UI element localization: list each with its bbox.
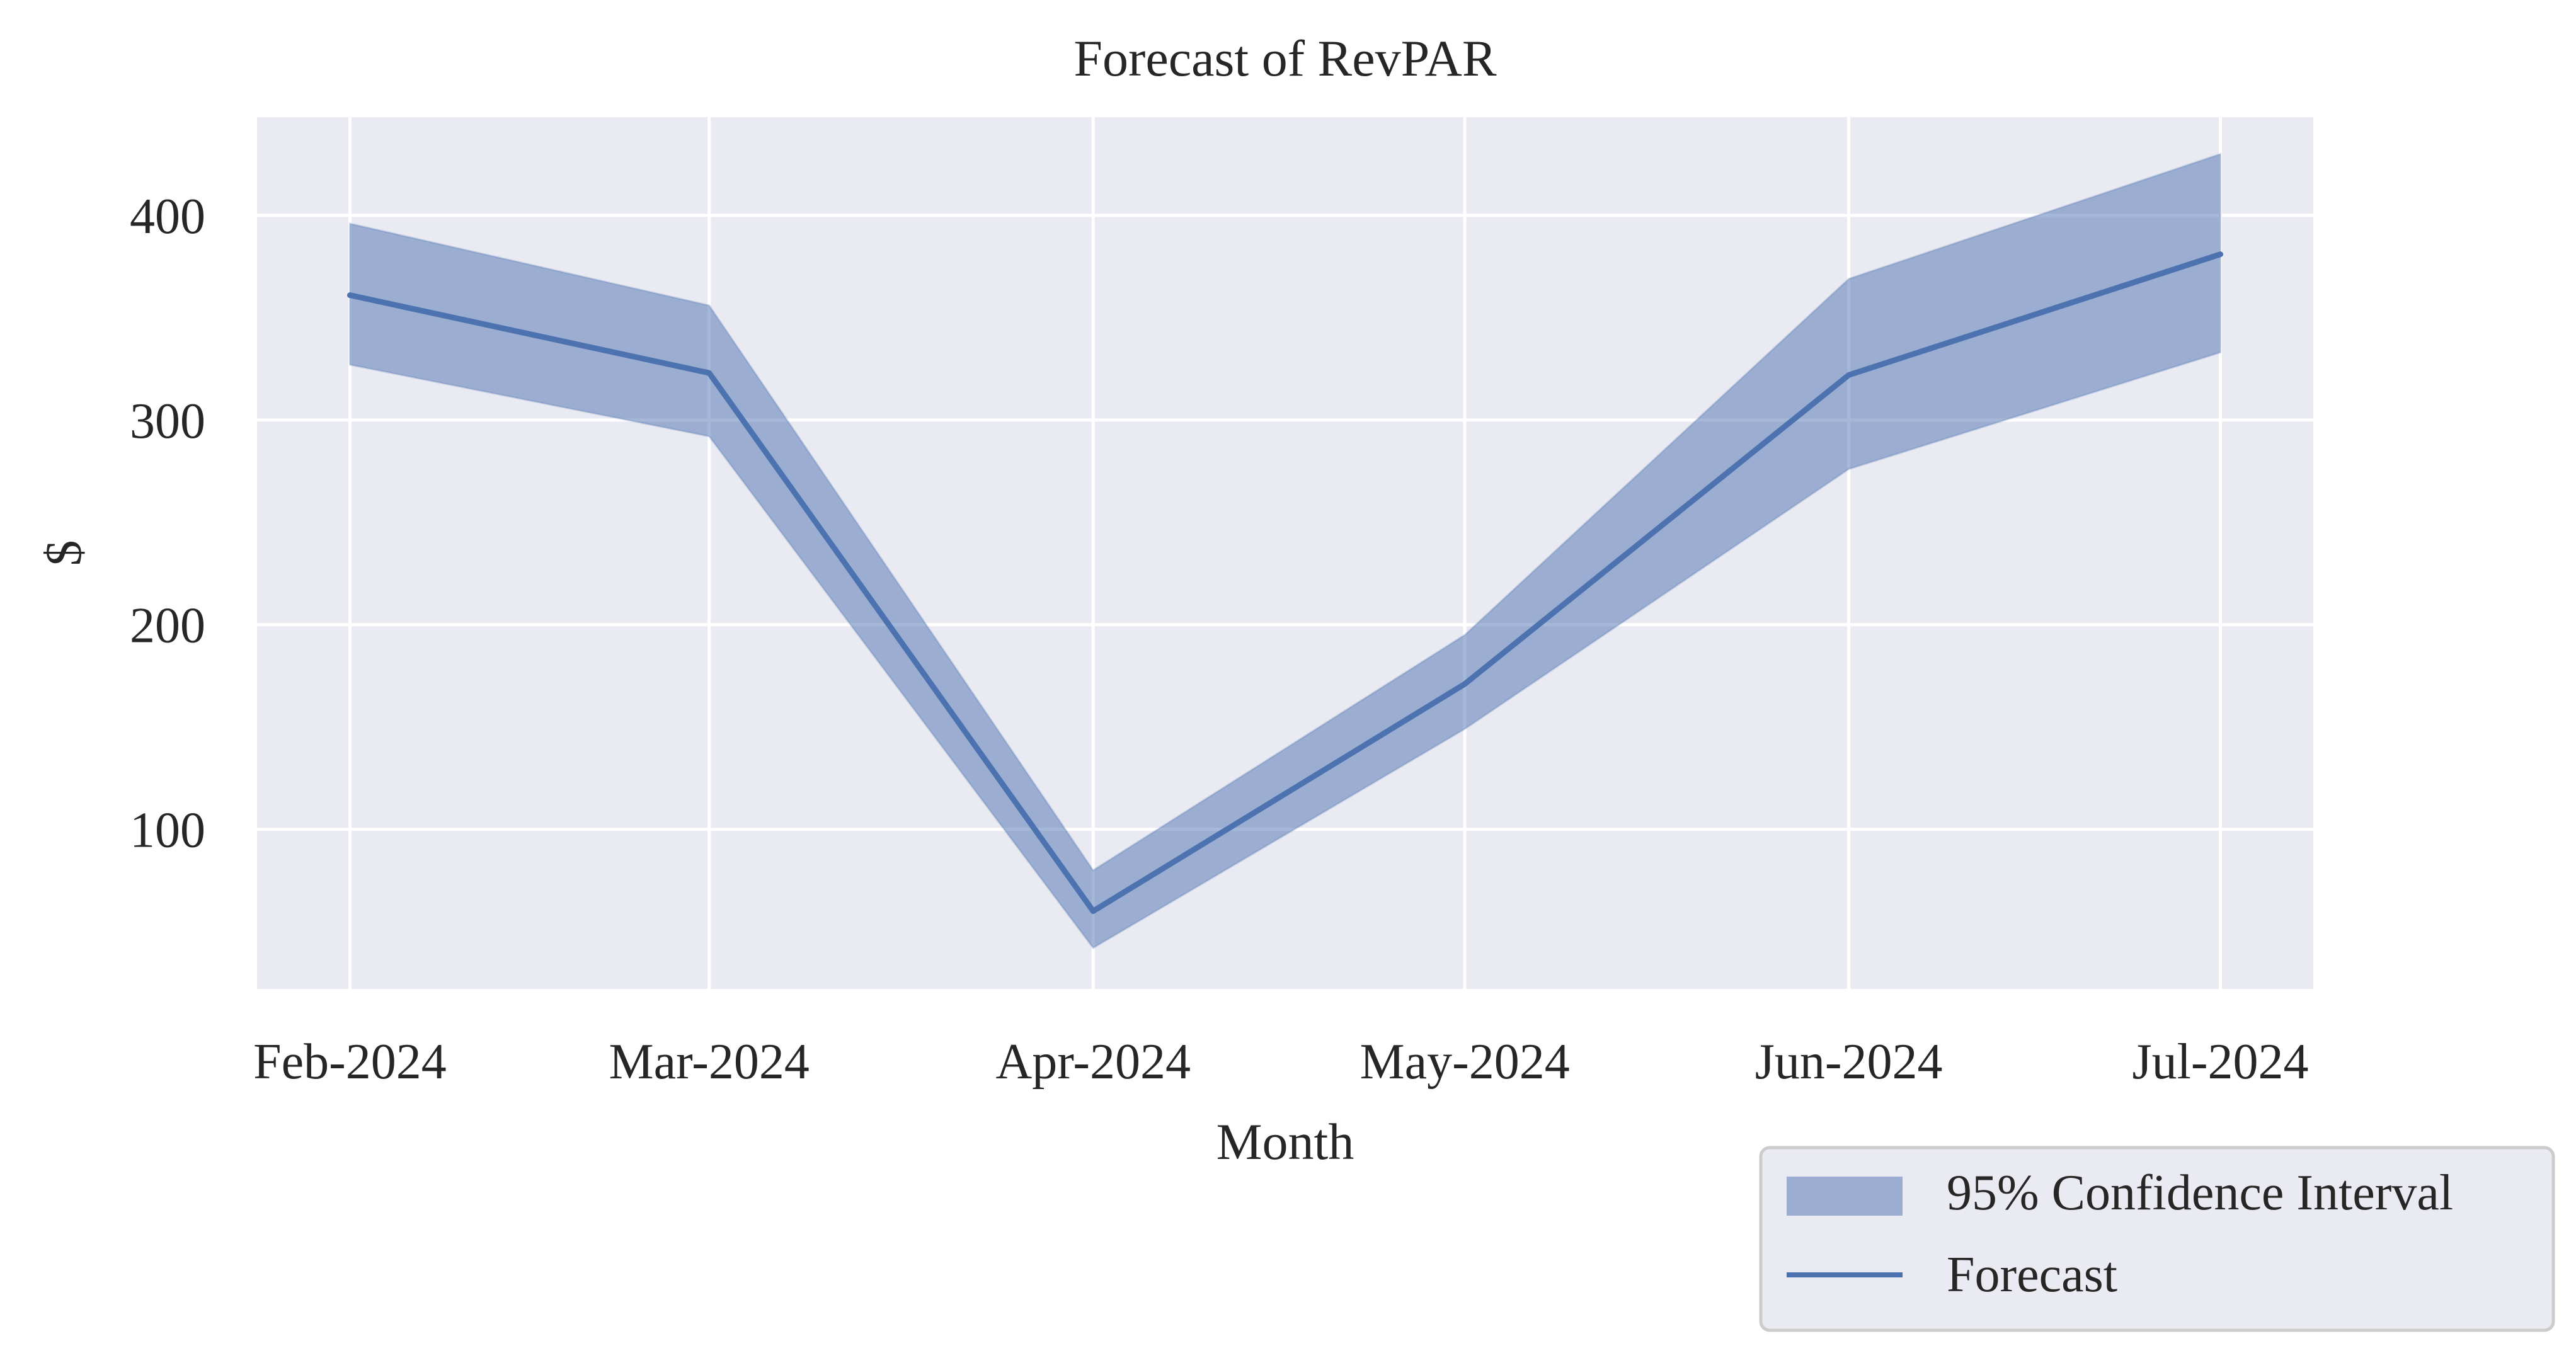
x-tick-label: Jul-2024	[2132, 1034, 2309, 1090]
forecast-line-layer	[346, 251, 2224, 915]
chart-title: Forecast of RevPAR	[1073, 30, 1496, 87]
legend-frame	[1759, 1146, 2555, 1332]
y-tick-label: 300	[130, 394, 205, 449]
x-tick-label: May-2024	[1360, 1034, 1569, 1090]
legend: 95% Confidence Interval Forecast	[1759, 1146, 2555, 1332]
forecast-line	[346, 251, 2224, 915]
y-tick-label: 200	[130, 598, 205, 654]
legend-band-swatch	[1787, 1177, 1903, 1216]
y-tick-label: 400	[130, 189, 205, 244]
confidence-band	[348, 152, 2222, 949]
x-tick-label: Jun-2024	[1755, 1034, 1943, 1090]
x-tick-label: Mar-2024	[609, 1034, 810, 1090]
y-axis-label: $	[35, 540, 92, 566]
x-tick-label: Feb-2024	[253, 1034, 447, 1090]
tick-labels: Feb-2024 Mar-2024 Apr-2024 May-2024 Jun-2024…	[130, 189, 2309, 1090]
legend-label-forecast: Forecast	[1947, 1247, 2117, 1303]
y-tick-label: 100	[130, 803, 205, 859]
x-axis-label: Month	[1216, 1113, 1354, 1170]
legend-label-confidence-interval: 95% Confidence Interval	[1947, 1165, 2453, 1221]
x-tick-label: Apr-2024	[996, 1034, 1191, 1090]
confidence-band-layer	[348, 152, 2222, 949]
